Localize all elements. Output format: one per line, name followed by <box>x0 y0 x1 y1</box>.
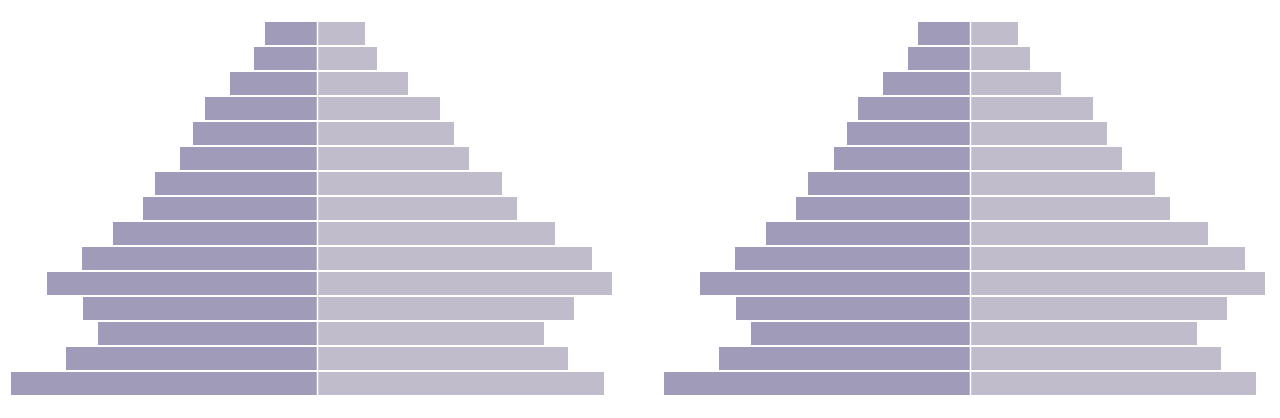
bar-right-row-7 <box>318 172 502 195</box>
bar-right-row-4 <box>971 97 1093 120</box>
bar-left-row-7 <box>155 172 317 195</box>
bar-right-row-7 <box>971 172 1155 195</box>
bar-left-row-8 <box>143 197 317 220</box>
bar-right-row-5 <box>318 122 454 145</box>
bar-left-row-11 <box>700 272 970 295</box>
bar-left-row-5 <box>193 122 317 145</box>
bar-left-row-12 <box>736 297 970 320</box>
bar-right-row-8 <box>971 197 1170 220</box>
bar-right-row-2 <box>971 47 1030 70</box>
pyramid-chart-2 <box>664 22 1265 395</box>
bar-right-row-2 <box>318 47 377 70</box>
bar-right-row-13 <box>971 322 1197 345</box>
bar-left-row-9 <box>766 222 970 245</box>
bar-left-row-7 <box>808 172 970 195</box>
bar-right-row-15 <box>971 372 1256 395</box>
bar-left-row-4 <box>858 97 970 120</box>
bar-left-row-4 <box>205 97 317 120</box>
bar-left-row-5 <box>847 122 970 145</box>
bar-right-row-10 <box>971 247 1245 270</box>
bar-left-row-14 <box>719 347 970 370</box>
bar-left-row-2 <box>254 47 317 70</box>
bar-right-row-3 <box>318 72 408 95</box>
bar-left-row-1 <box>918 22 970 45</box>
bar-left-row-10 <box>735 247 970 270</box>
bar-left-row-8 <box>796 197 970 220</box>
bar-right-row-14 <box>318 347 568 370</box>
bar-right-row-6 <box>318 147 469 170</box>
bar-right-row-1 <box>971 22 1018 45</box>
bar-left-row-15 <box>664 372 970 395</box>
bar-left-row-9 <box>113 222 317 245</box>
bar-right-row-12 <box>318 297 574 320</box>
bar-right-row-8 <box>318 197 517 220</box>
bar-right-row-3 <box>971 72 1061 95</box>
bar-right-row-9 <box>318 222 555 245</box>
bar-left-row-14 <box>66 347 317 370</box>
bar-left-row-15 <box>11 372 317 395</box>
bar-left-row-13 <box>98 322 317 345</box>
bar-right-row-15 <box>318 372 604 395</box>
bar-left-row-10 <box>82 247 317 270</box>
bar-right-row-13 <box>318 322 544 345</box>
bar-left-row-6 <box>180 147 317 170</box>
bar-left-row-3 <box>883 72 970 95</box>
bar-left-row-6 <box>834 147 970 170</box>
bar-right-row-14 <box>971 347 1221 370</box>
bar-left-row-2 <box>908 47 970 70</box>
bar-right-row-1 <box>318 22 365 45</box>
pyramid-chart-1 <box>11 22 612 395</box>
bar-right-row-11 <box>318 272 612 295</box>
bar-right-row-4 <box>318 97 440 120</box>
bar-right-row-10 <box>318 247 592 270</box>
bar-left-row-3 <box>230 72 317 95</box>
bar-left-row-13 <box>751 322 970 345</box>
bar-right-row-9 <box>971 222 1208 245</box>
bar-left-row-11 <box>47 272 317 295</box>
bar-left-row-12 <box>83 297 317 320</box>
bar-right-row-5 <box>971 122 1107 145</box>
bar-right-row-6 <box>971 147 1122 170</box>
bar-right-row-11 <box>971 272 1265 295</box>
bar-left-row-1 <box>265 22 317 45</box>
bar-right-row-12 <box>971 297 1227 320</box>
